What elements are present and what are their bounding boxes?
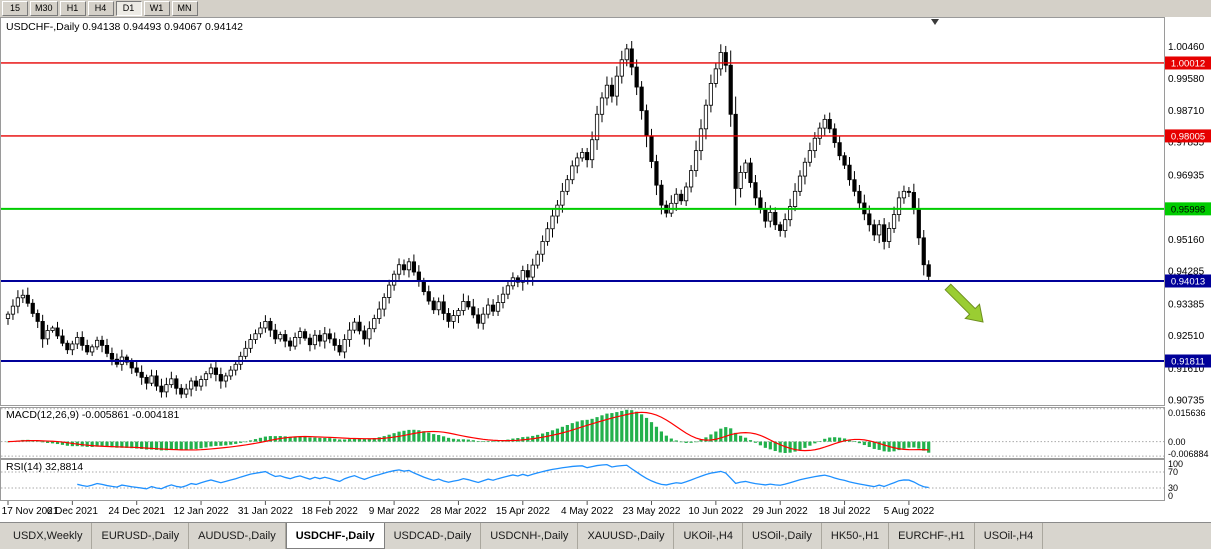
timeframe-button-w1[interactable]: W1 xyxy=(143,1,170,16)
svg-text:0: 0 xyxy=(1168,491,1173,501)
rsi-indicator-label: RSI(14) 32,8814 xyxy=(6,461,83,473)
svg-text:1.00012: 1.00012 xyxy=(1171,58,1205,69)
timeframe-button-mn[interactable]: MN xyxy=(171,1,198,16)
svg-text:6 Dec 2021: 6 Dec 2021 xyxy=(47,506,99,517)
arrow-annotation[interactable] xyxy=(944,283,984,323)
svg-text:31 Jan 2022: 31 Jan 2022 xyxy=(238,506,293,517)
svg-text:0.92510: 0.92510 xyxy=(1168,331,1205,342)
symbol-tabs: USDX,Weekly EURUSD-,Daily AUDUSD-,Daily USD… xyxy=(0,522,1211,549)
svg-text:18 Jul 2022: 18 Jul 2022 xyxy=(819,506,871,517)
svg-text:0.99580: 0.99580 xyxy=(1168,74,1205,85)
chart-area: 1.004600.995800.987100.978350.969350.960… xyxy=(0,17,1211,522)
price-badges: 1.00012 0.98005 0.95998 0.94013 0.91811 xyxy=(1165,56,1211,368)
svg-text:0.00: 0.00 xyxy=(1168,437,1186,447)
chart-symbol-header: USDCHF-,Daily 0.94138 0.94493 0.94067 0.… xyxy=(6,21,243,33)
svg-text:4 May 2022: 4 May 2022 xyxy=(561,506,614,517)
svg-text:1.00460: 1.00460 xyxy=(1168,42,1205,53)
tab-xauusd-daily[interactable]: XAUUSD-,Daily xyxy=(578,523,675,549)
tab-audusd-daily[interactable]: AUDUSD-,Daily xyxy=(189,523,286,549)
svg-text:0.91811: 0.91811 xyxy=(1171,356,1205,367)
chart-background xyxy=(0,17,1211,522)
svg-text:18 Feb 2022: 18 Feb 2022 xyxy=(302,506,359,517)
tab-usoil-daily[interactable]: USOil-,Daily xyxy=(743,523,822,549)
tab-usdchf-daily[interactable]: USDCHF-,Daily xyxy=(285,523,385,549)
svg-text:30: 30 xyxy=(1168,483,1178,493)
tab-usdcnh-daily[interactable]: USDCNH-,Daily xyxy=(481,523,579,549)
timeframe-button-m30[interactable]: M30 xyxy=(30,1,58,16)
svg-text:0.95998: 0.95998 xyxy=(1171,204,1205,215)
tab-usdcad-daily[interactable]: USDCAD-,Daily xyxy=(385,523,482,549)
timeframe-toolbar: 15 M30 H1 H4 D1 W1 MN xyxy=(0,0,1211,17)
candlestick-series xyxy=(5,41,931,399)
svg-text:-0.006884: -0.006884 xyxy=(1168,449,1209,459)
svg-text:10 Jun 2022: 10 Jun 2022 xyxy=(688,506,743,517)
tab-hk50-h1[interactable]: HK50-,H1 xyxy=(822,523,890,549)
svg-text:70: 70 xyxy=(1168,467,1178,477)
svg-text:0.91610: 0.91610 xyxy=(1168,364,1205,375)
svg-text:0.98005: 0.98005 xyxy=(1171,131,1205,142)
svg-text:0.94285: 0.94285 xyxy=(1168,267,1205,278)
svg-text:0.96935: 0.96935 xyxy=(1168,170,1205,181)
timeframe-button-h4[interactable]: H4 xyxy=(87,1,114,16)
svg-text:0.94013: 0.94013 xyxy=(1171,276,1205,287)
svg-text:28 Mar 2022: 28 Mar 2022 xyxy=(430,506,487,517)
svg-text:0.98710: 0.98710 xyxy=(1168,106,1205,117)
tab-usdx-weekly[interactable]: USDX,Weekly xyxy=(4,523,93,549)
tab-eurusd-daily[interactable]: EURUSD-,Daily xyxy=(92,523,190,549)
svg-text:29 Jun 2022: 29 Jun 2022 xyxy=(753,506,808,517)
svg-text:9 Mar 2022: 9 Mar 2022 xyxy=(369,506,420,517)
chart-shift-marker[interactable] xyxy=(931,19,939,25)
svg-text:100: 100 xyxy=(1168,459,1183,469)
tab-usoil-h4[interactable]: USOil-,H4 xyxy=(975,523,1044,549)
svg-text:5 Aug 2022: 5 Aug 2022 xyxy=(884,506,935,517)
horizontal-lines xyxy=(1,62,1164,362)
svg-text:17 Nov 2021: 17 Nov 2021 xyxy=(2,506,59,517)
svg-text:0.93385: 0.93385 xyxy=(1168,299,1205,310)
svg-text:24 Dec 2021: 24 Dec 2021 xyxy=(108,506,165,517)
svg-text:0.90735: 0.90735 xyxy=(1168,396,1205,407)
svg-text:23 May 2022: 23 May 2022 xyxy=(623,506,681,517)
macd-indicator-label: MACD(12,26,9) -0.005861 -0.004181 xyxy=(6,409,180,421)
svg-text:12 Jan 2022: 12 Jan 2022 xyxy=(174,506,229,517)
svg-text:15 Apr 2022: 15 Apr 2022 xyxy=(496,506,550,517)
timeframe-button-15[interactable]: 15 xyxy=(2,1,28,16)
timeframe-button-h1[interactable]: H1 xyxy=(59,1,86,16)
price-chart[interactable]: 1.004600.995800.987100.978350.969350.960… xyxy=(0,17,1211,522)
tab-eurchf-h1[interactable]: EURCHF-,H1 xyxy=(889,523,975,549)
svg-text:0.95160: 0.95160 xyxy=(1168,235,1205,246)
macd-pane: 0.015636 0.00 -0.006884 xyxy=(1,408,1209,459)
svg-text:0.97835: 0.97835 xyxy=(1168,138,1205,149)
svg-text:0.015636: 0.015636 xyxy=(1168,408,1206,418)
timeframe-button-d1[interactable]: D1 xyxy=(115,1,142,16)
tab-ukoil-h4[interactable]: UKOil-,H4 xyxy=(674,523,743,549)
